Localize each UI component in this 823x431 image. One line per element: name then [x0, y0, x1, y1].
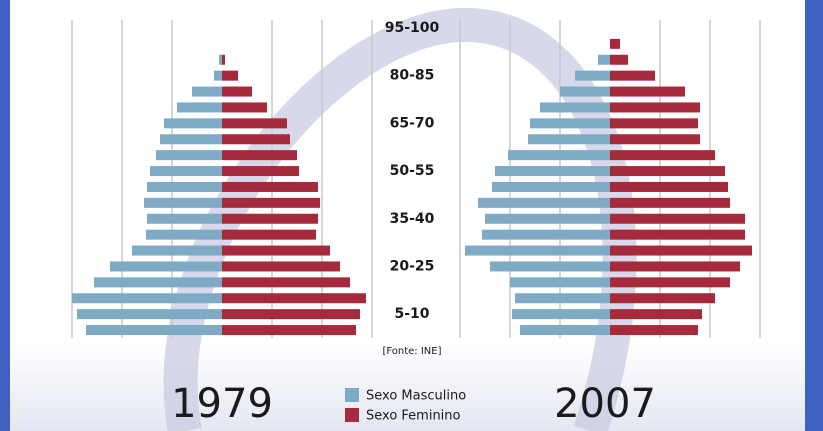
- bar: [222, 309, 360, 320]
- bar: [528, 134, 610, 145]
- bar: [86, 325, 222, 336]
- bar: [72, 293, 222, 304]
- bar: [610, 213, 745, 224]
- legend-label: Sexo Feminino: [366, 409, 461, 424]
- panel-title: 1979: [171, 381, 273, 427]
- bar: [610, 38, 620, 49]
- bar: [610, 261, 740, 272]
- bar: [222, 293, 366, 304]
- bar: [478, 197, 610, 208]
- bar: [222, 166, 299, 177]
- bar: [132, 245, 222, 256]
- bar: [540, 102, 610, 113]
- bar: [610, 166, 725, 177]
- bar: [610, 245, 752, 256]
- bar: [222, 277, 350, 288]
- legend-swatch: [345, 388, 359, 402]
- y-tick-label: 20-25: [390, 258, 435, 274]
- bar: [610, 197, 730, 208]
- bar: [560, 86, 610, 97]
- bar: [490, 261, 610, 272]
- bar: [610, 54, 628, 65]
- bar: [610, 229, 745, 240]
- bar: [222, 102, 267, 113]
- bar: [222, 325, 356, 336]
- bar: [520, 325, 610, 336]
- y-tick-label: 80-85: [390, 68, 435, 84]
- bar: [508, 150, 610, 161]
- bar: [465, 245, 610, 256]
- bar: [222, 245, 330, 256]
- bar: [222, 134, 290, 145]
- source: [Fonte: INE]: [382, 346, 441, 357]
- bar: [610, 309, 702, 320]
- bar: [222, 181, 318, 192]
- y-tick-label: 35-40: [390, 211, 435, 227]
- bar: [147, 181, 222, 192]
- bar: [147, 213, 222, 224]
- bar: [610, 325, 698, 336]
- panel-title: 2007: [554, 381, 656, 427]
- bar: [610, 293, 715, 304]
- bar: [610, 118, 698, 129]
- bar: [485, 213, 610, 224]
- bar: [575, 70, 610, 81]
- bar: [610, 102, 700, 113]
- legend-swatch: [345, 408, 359, 422]
- bar: [144, 197, 222, 208]
- bar: [610, 70, 655, 81]
- bar: [610, 150, 715, 161]
- bar: [222, 150, 297, 161]
- bar: [160, 134, 222, 145]
- bar: [192, 86, 222, 97]
- y-tick-label: 95-100: [385, 20, 440, 36]
- bar: [222, 54, 225, 65]
- bar: [610, 134, 700, 145]
- plot: 1979 2007 5-10 20-25 35-40 50-55 65-70 80-85 95-…: [71, 20, 761, 427]
- bar: [156, 150, 222, 161]
- y-tick-label: 65-70: [390, 115, 435, 131]
- bar: [146, 229, 222, 240]
- bar: [492, 181, 610, 192]
- bar: [222, 197, 320, 208]
- bar: [222, 70, 238, 81]
- bar: [510, 277, 610, 288]
- y-tick-label: 5-10: [394, 306, 429, 322]
- bar: [222, 261, 340, 272]
- bar: [214, 70, 222, 81]
- legend-label: Sexo Masculino: [366, 389, 466, 404]
- bar: [222, 213, 318, 224]
- bar: [598, 54, 610, 65]
- bar: [610, 277, 730, 288]
- y-tick-label: 50-55: [390, 163, 435, 179]
- bar: [610, 86, 685, 97]
- bar: [219, 54, 222, 65]
- bar: [77, 309, 222, 320]
- bar: [530, 118, 610, 129]
- bar: [222, 229, 316, 240]
- bar: [222, 118, 287, 129]
- bar: [495, 166, 610, 177]
- bar: [512, 309, 610, 320]
- bar: [222, 86, 252, 97]
- bar: [110, 261, 222, 272]
- bar: [482, 229, 610, 240]
- bar: [94, 277, 222, 288]
- bar: [610, 181, 728, 192]
- bar: [177, 102, 222, 113]
- bar: [164, 118, 222, 129]
- bar: [515, 293, 610, 304]
- bar: [150, 166, 222, 177]
